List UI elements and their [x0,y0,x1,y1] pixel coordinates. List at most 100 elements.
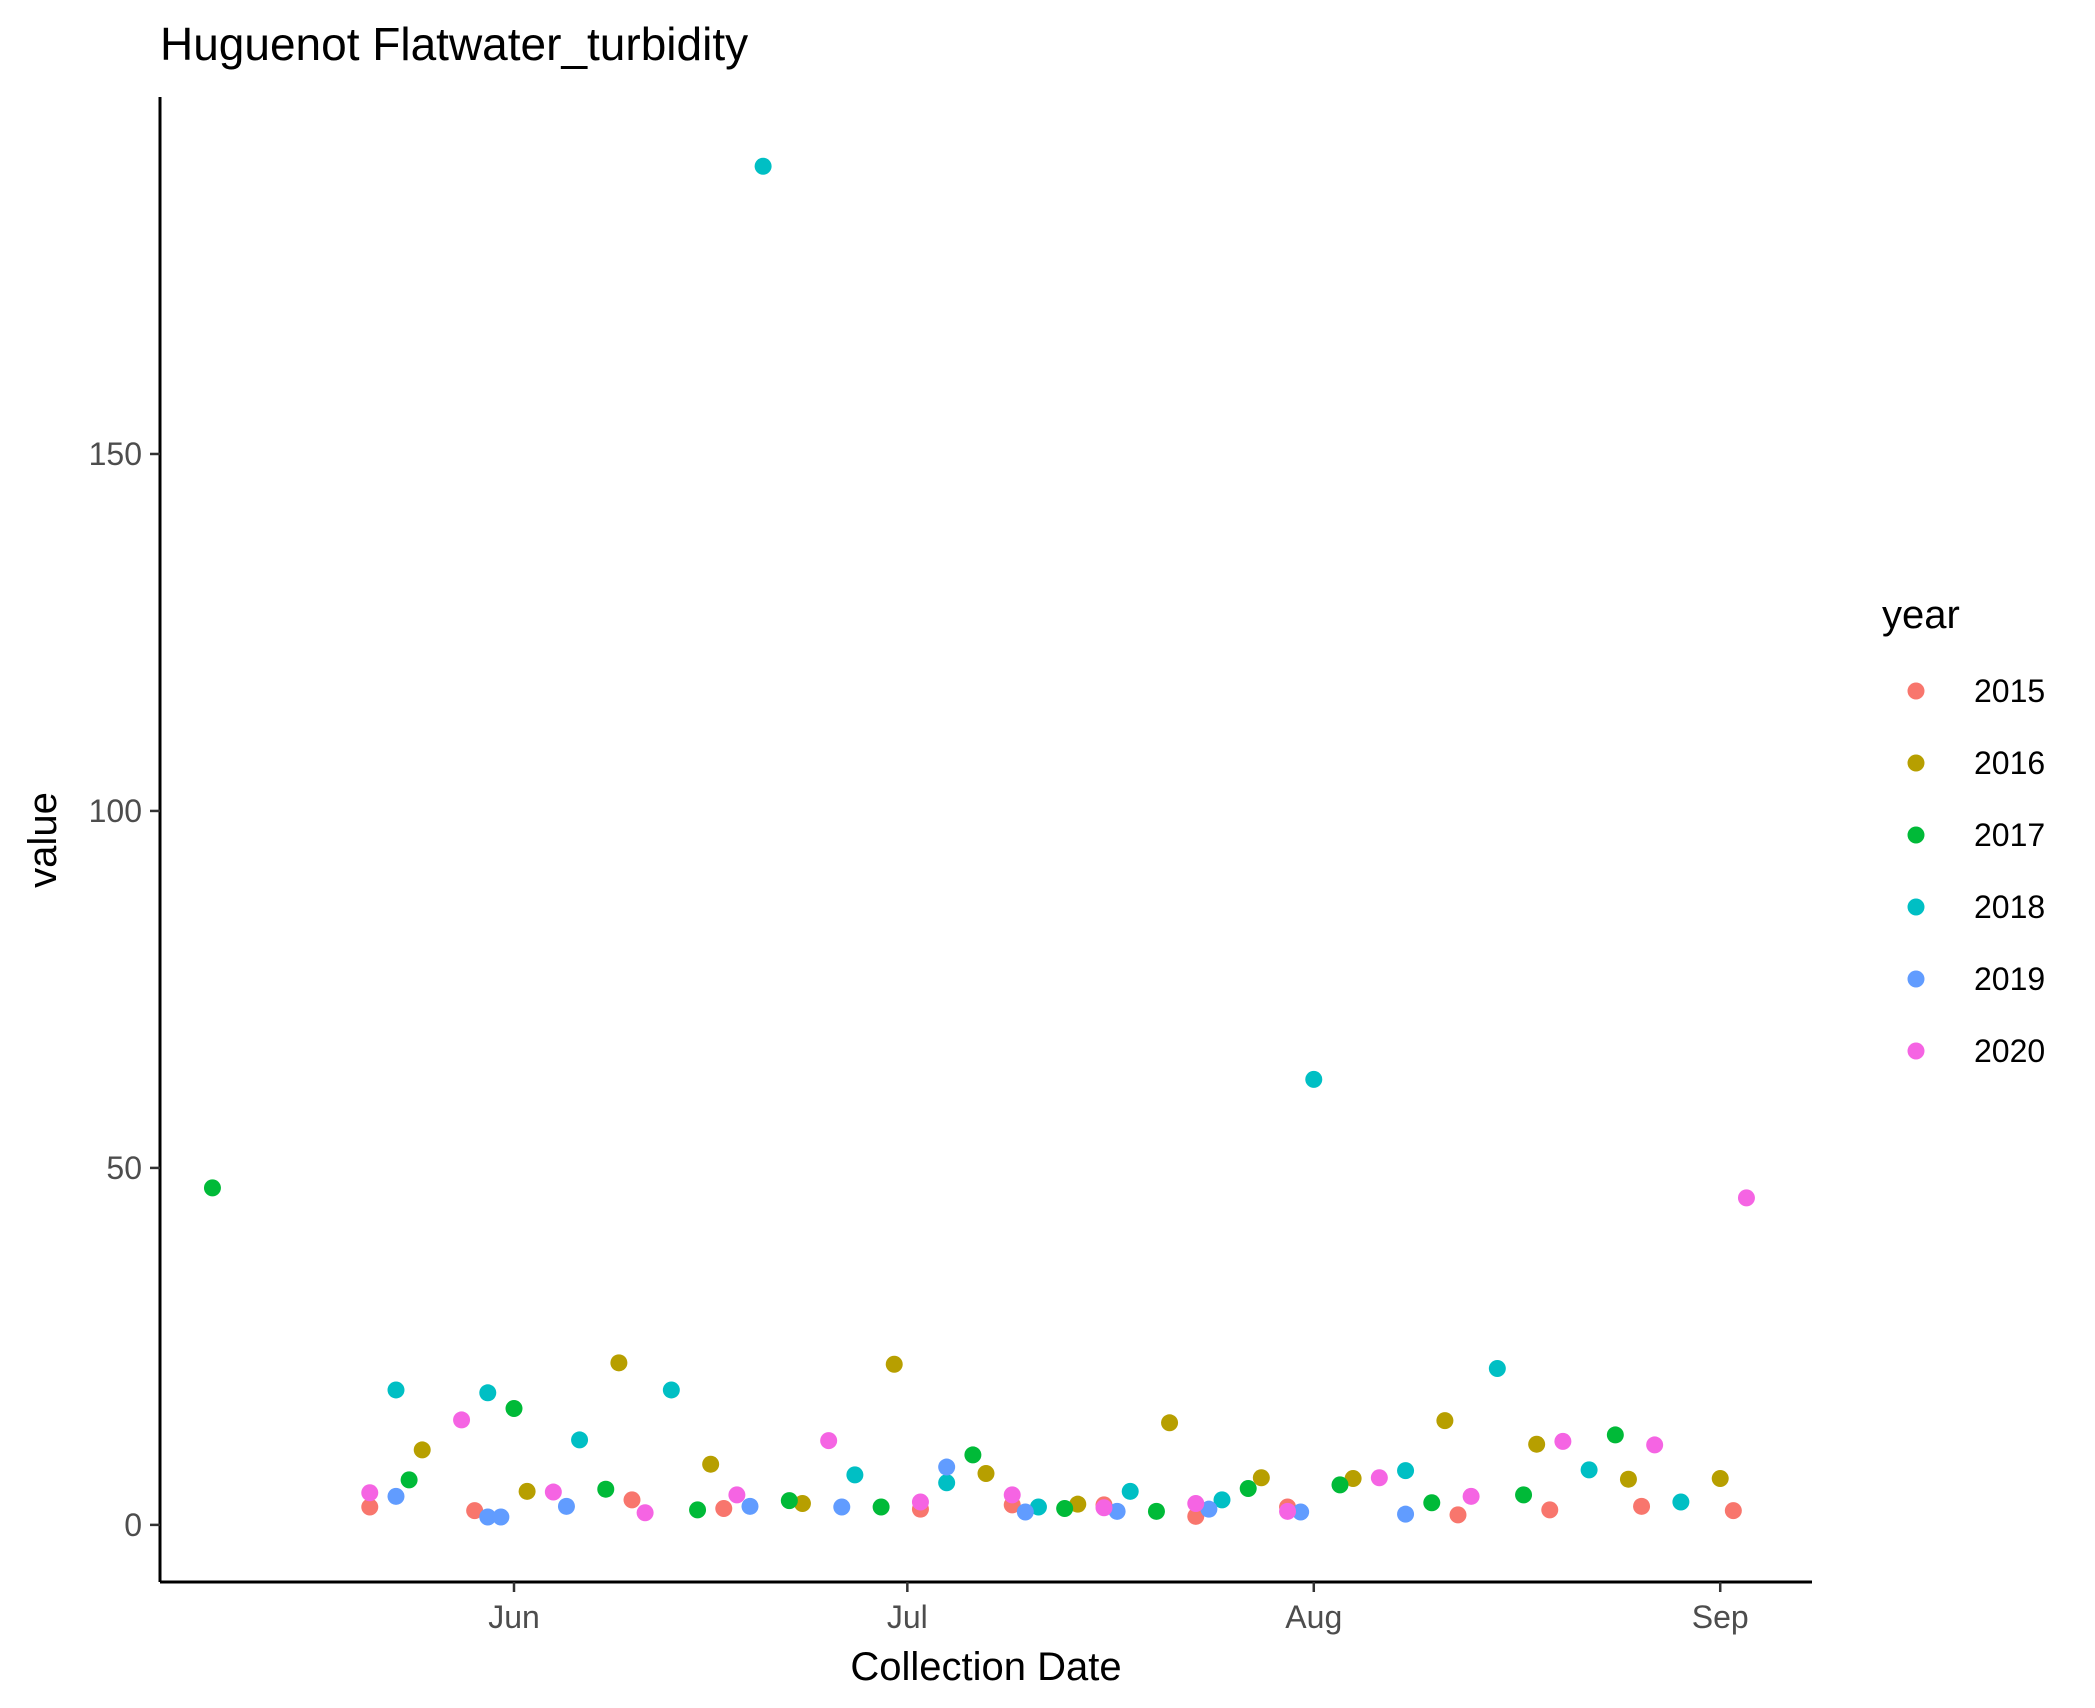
data-point-2020 [636,1504,654,1522]
data-point-2017 [872,1498,890,1516]
data-point-2020 [544,1483,562,1501]
data-point-2017 [203,1179,221,1197]
legend-key-2019 [1907,970,1925,988]
data-point-2017 [505,1400,523,1418]
data-point-2018 [1305,1070,1323,1088]
data-point-2019 [938,1458,956,1476]
data-point-2018 [1029,1498,1047,1516]
x-tick-label: Aug [1285,1599,1342,1635]
x-tick-label: Jun [488,1599,540,1635]
data-point-2018 [1213,1491,1231,1509]
data-point-2019 [1016,1503,1034,1521]
data-point-2016 [518,1482,536,1500]
data-point-2016 [885,1355,903,1373]
data-point-2018 [571,1431,589,1449]
data-point-2020 [1462,1487,1480,1505]
data-point-2019 [1108,1502,1126,1520]
data-point-2017 [1423,1494,1441,1512]
data-point-2016 [793,1494,811,1512]
data-point-2016 [610,1354,628,1372]
y-tick-label: 50 [106,1150,142,1186]
x-tick-label: Jul [887,1599,928,1635]
legend-title: year [1882,593,1960,637]
y-tick-label: 150 [89,436,142,472]
data-point-2016 [1344,1469,1362,1487]
data-point-2020 [911,1493,929,1511]
data-point-2020 [820,1432,838,1450]
data-point-2015 [361,1498,379,1516]
data-point-2017 [1147,1502,1165,1520]
data-point-2020 [1095,1499,1113,1517]
data-point-2018 [479,1384,497,1402]
data-point-2016 [1069,1495,1087,1513]
data-point-2017 [964,1446,982,1464]
legend-key-2017 [1907,826,1925,844]
data-point-2019 [492,1508,510,1526]
legend-label: 2015 [1974,673,2045,709]
data-point-2017 [780,1492,798,1510]
data-point-2020 [728,1486,746,1504]
y-tick-label: 0 [124,1507,142,1543]
legend-label: 2020 [1974,1033,2045,1069]
data-point-2017 [400,1471,418,1489]
data-point-2018 [938,1474,956,1492]
data-point-2017 [689,1501,707,1519]
data-point-2016 [1528,1435,1546,1453]
y-axis-ticks: 0 50 100 150 [89,436,160,1543]
data-point-2016 [1436,1412,1454,1430]
data-point-2019 [557,1497,575,1515]
data-point-2020 [1646,1436,1664,1454]
data-point-2019 [833,1498,851,1516]
data-point-2018 [754,157,772,175]
data-point-2020 [1279,1502,1297,1520]
x-axis-ticks: Jun Jul Aug Sep [488,1582,1749,1635]
data-point-2016 [1161,1414,1179,1432]
data-point-2018 [1580,1461,1598,1479]
data-point-2018 [1397,1462,1415,1480]
data-point-2017 [1606,1426,1624,1444]
data-point-2015 [1633,1497,1651,1515]
x-tick-label: Sep [1692,1599,1749,1635]
legend-key-2016 [1907,754,1925,772]
data-point-2020 [1003,1486,1021,1504]
data-point-2017 [1239,1479,1257,1497]
data-point-2018 [846,1466,864,1484]
data-point-2017 [1331,1476,1349,1494]
data-point-2017 [1515,1486,1533,1504]
legend-label: 2016 [1974,745,2045,781]
data-point-2016 [1252,1469,1270,1487]
data-point-2020 [1187,1494,1205,1512]
data-point-2019 [479,1508,497,1526]
y-tick-label: 100 [89,793,142,829]
legend-label: 2019 [1974,961,2045,997]
data-point-2018 [1488,1360,1506,1378]
x-axis-title: Collection Date [850,1645,1121,1689]
data-point-2015 [715,1499,733,1517]
data-point-2020 [453,1411,471,1429]
points-layer [203,157,1755,1526]
data-point-2015 [623,1491,641,1509]
legend-label: 2018 [1974,889,2045,925]
data-point-2018 [1672,1493,1690,1511]
data-point-2015 [1724,1502,1742,1520]
data-point-2015 [1187,1507,1205,1525]
data-point-2019 [387,1487,405,1505]
data-point-2018 [662,1381,680,1399]
data-point-2019 [1200,1500,1218,1518]
data-point-2015 [1449,1506,1467,1524]
data-point-2016 [1711,1469,1729,1487]
legend-items: 2015 2016 2017 2018 2019 2020 [1907,673,2045,1069]
data-point-2019 [1397,1505,1415,1523]
legend-label: 2017 [1974,817,2045,853]
data-point-2019 [1292,1503,1310,1521]
data-point-2020 [361,1484,379,1502]
data-point-2015 [1541,1501,1559,1519]
data-point-2016 [413,1441,431,1459]
data-point-2020 [1370,1469,1388,1487]
data-point-2016 [977,1464,995,1482]
y-axis-title: value [21,792,65,888]
data-point-2020 [1554,1432,1572,1450]
data-point-2020 [1737,1189,1755,1207]
chart-title: Huguenot Flatwater_turbidity [160,18,748,70]
